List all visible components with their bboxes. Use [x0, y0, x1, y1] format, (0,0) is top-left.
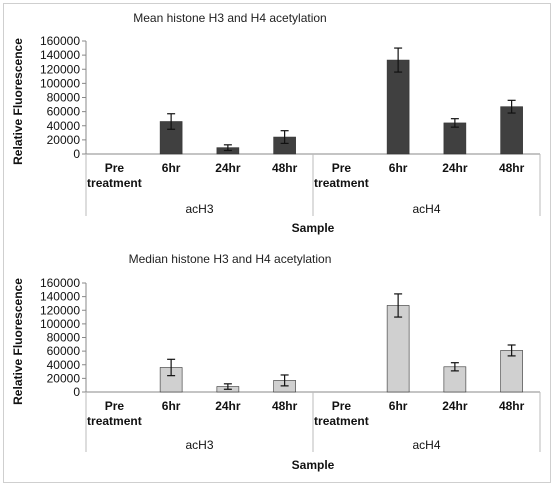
x-category-label: 48hr: [499, 399, 525, 413]
y-tick-label: 20000: [47, 371, 81, 385]
y-tick-label: 40000: [47, 119, 81, 133]
bar: [500, 350, 523, 393]
x-category-label: Pre: [332, 161, 352, 175]
x-axis-label-1: Sample: [292, 221, 335, 235]
y-tick-label: 80000: [47, 91, 81, 105]
y-tick-label: 120000: [40, 62, 80, 76]
x-category-label: Pre: [105, 161, 125, 175]
x-category-label-line2: treatment: [314, 414, 369, 428]
y-tick-label: 20000: [47, 133, 81, 147]
x-category-label: 24hr: [215, 161, 241, 175]
bar: [500, 106, 523, 155]
x-category-label: 48hr: [272, 399, 298, 413]
chart-title-2: Median histone H3 and H4 acetylation: [129, 252, 332, 266]
y-tick-label: 140000: [40, 290, 80, 304]
x-group-label: acH4: [412, 202, 440, 216]
y-axis-label-2: Relative Fluorescence: [11, 278, 25, 405]
y-tick-label: 60000: [47, 105, 81, 119]
y-tick-label: 60000: [47, 344, 81, 358]
x-category-label: Pre: [105, 399, 125, 413]
y-tick-label: 80000: [47, 331, 81, 345]
x-category-label-line2: treatment: [87, 176, 142, 190]
y-tick-label: 140000: [40, 48, 80, 62]
y-tick-label: 40000: [47, 358, 81, 372]
x-category-label: 24hr: [442, 161, 468, 175]
y-tick-label: 0: [73, 385, 80, 399]
y-tick-label: 100000: [40, 317, 80, 331]
x-group-label: acH3: [185, 202, 213, 216]
x-category-label: 48hr: [499, 161, 525, 175]
x-category-label: 48hr: [272, 161, 298, 175]
y-axis-label-1: Relative Fluorescence: [11, 38, 25, 165]
x-group-label: acH4: [412, 438, 440, 452]
y-tick-label: 120000: [40, 303, 80, 317]
bar: [386, 59, 410, 155]
x-category-label: 6hr: [389, 399, 408, 413]
x-category-label: 6hr: [162, 399, 181, 413]
y-tick-label: 100000: [40, 76, 80, 90]
y-tick-label: 160000: [40, 34, 80, 48]
figure-frame: [3, 3, 551, 483]
x-axis-label-2: Sample: [292, 458, 335, 472]
x-category-label: 24hr: [215, 399, 241, 413]
x-category-label: 6hr: [389, 161, 408, 175]
x-category-label: 6hr: [162, 161, 181, 175]
x-category-label-line2: treatment: [314, 176, 369, 190]
x-category-label: 24hr: [442, 399, 468, 413]
y-tick-label: 0: [73, 147, 80, 161]
bar: [386, 305, 410, 393]
x-group-label: acH3: [185, 438, 213, 452]
chart-title-1: Mean histone H3 and H4 acetylation: [133, 11, 326, 25]
x-category-label-line2: treatment: [87, 414, 142, 428]
y-tick-label: 160000: [40, 276, 80, 290]
x-category-label: Pre: [332, 399, 352, 413]
